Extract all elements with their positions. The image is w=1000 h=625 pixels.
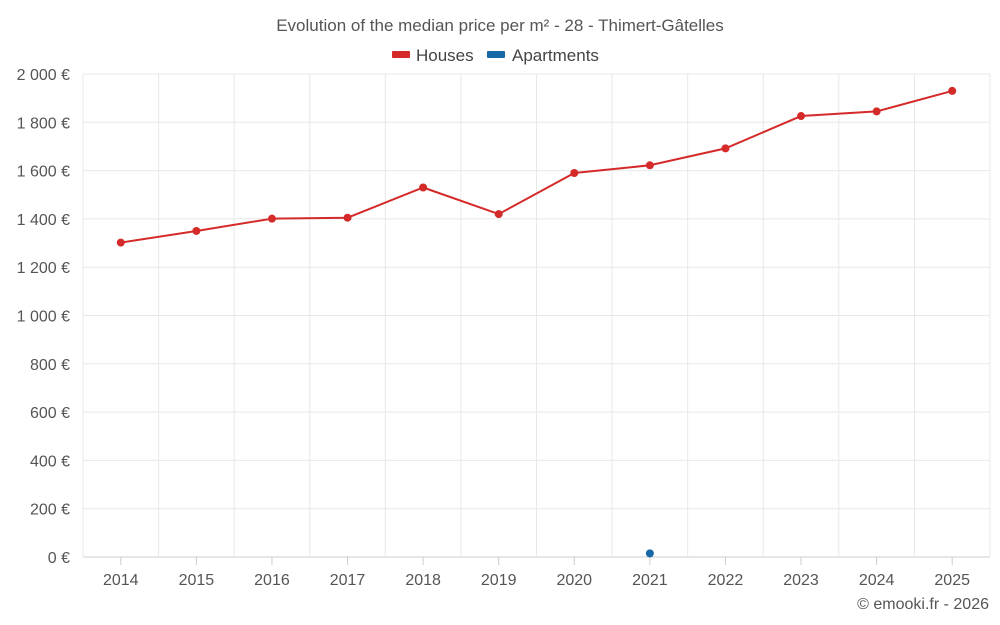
x-tick-label: 2020 (556, 572, 592, 589)
data-point-houses[interactable] (419, 183, 428, 192)
data-point-houses[interactable] (645, 161, 654, 170)
data-point-houses[interactable] (267, 214, 276, 223)
data-point-houses[interactable] (797, 112, 806, 121)
x-tick-label: 2021 (632, 572, 668, 589)
x-tick-label: 2023 (783, 572, 819, 589)
data-point-houses[interactable] (948, 86, 957, 95)
y-tick-label: 1 600 € (17, 164, 70, 181)
x-tick-label: 2015 (179, 572, 215, 589)
y-tick-label: 0 € (48, 550, 70, 567)
y-tick-label: 800 € (30, 357, 70, 374)
legend-swatch-houses (392, 51, 410, 58)
y-tick-label: 1 400 € (17, 212, 70, 229)
x-tick-label: 2024 (859, 572, 895, 589)
data-point-houses[interactable] (116, 238, 125, 247)
data-point-apartments[interactable] (645, 549, 654, 558)
legend-item-apartments[interactable]: Apartments (487, 46, 599, 65)
legend-label-houses: Houses (416, 46, 474, 65)
y-tick-label: 1 800 € (17, 115, 70, 132)
legend-item-houses[interactable]: Houses (392, 46, 474, 65)
data-point-houses[interactable] (494, 210, 503, 219)
y-tick-label: 200 € (30, 502, 70, 519)
y-tick-label: 2 000 € (17, 67, 70, 84)
legend-label-apartments: Apartments (512, 46, 599, 65)
y-axis-ticks: 0 € 200 € 400 € 600 € 800 € 1 000 € 1 200 € 1 4… (17, 67, 70, 567)
grid (82, 73, 991, 558)
y-tick-label: 400 € (30, 453, 70, 470)
x-tick-label: 2018 (405, 572, 441, 589)
x-tick-label: 2014 (103, 572, 139, 589)
x-tick-label: 2016 (254, 572, 290, 589)
data-point-houses[interactable] (872, 107, 881, 116)
legend: Houses Apartments (392, 46, 599, 65)
series-line-houses (120, 89, 953, 244)
chart-title: Evolution of the median price per m² - 2… (276, 16, 724, 35)
legend-swatch-apartments (487, 51, 505, 58)
x-axis-ticks: 2014 2015 2016 2017 2018 2019 2020 2021 2022 2023… (103, 557, 970, 589)
x-tick-label: 2025 (934, 572, 970, 589)
data-point-houses[interactable] (192, 226, 201, 235)
y-tick-label: 1 000 € (17, 309, 70, 326)
data-point-houses[interactable] (570, 169, 579, 178)
credit-text: © emooki.fr - 2026 (857, 596, 989, 613)
x-tick-label: 2022 (708, 572, 744, 589)
data-point-houses[interactable] (721, 144, 730, 153)
x-tick-label: 2017 (330, 572, 366, 589)
data-point-houses[interactable] (343, 213, 352, 222)
y-tick-label: 600 € (30, 405, 70, 422)
series (116, 86, 957, 558)
x-tick-label: 2019 (481, 572, 517, 589)
y-tick-label: 1 200 € (17, 260, 70, 277)
